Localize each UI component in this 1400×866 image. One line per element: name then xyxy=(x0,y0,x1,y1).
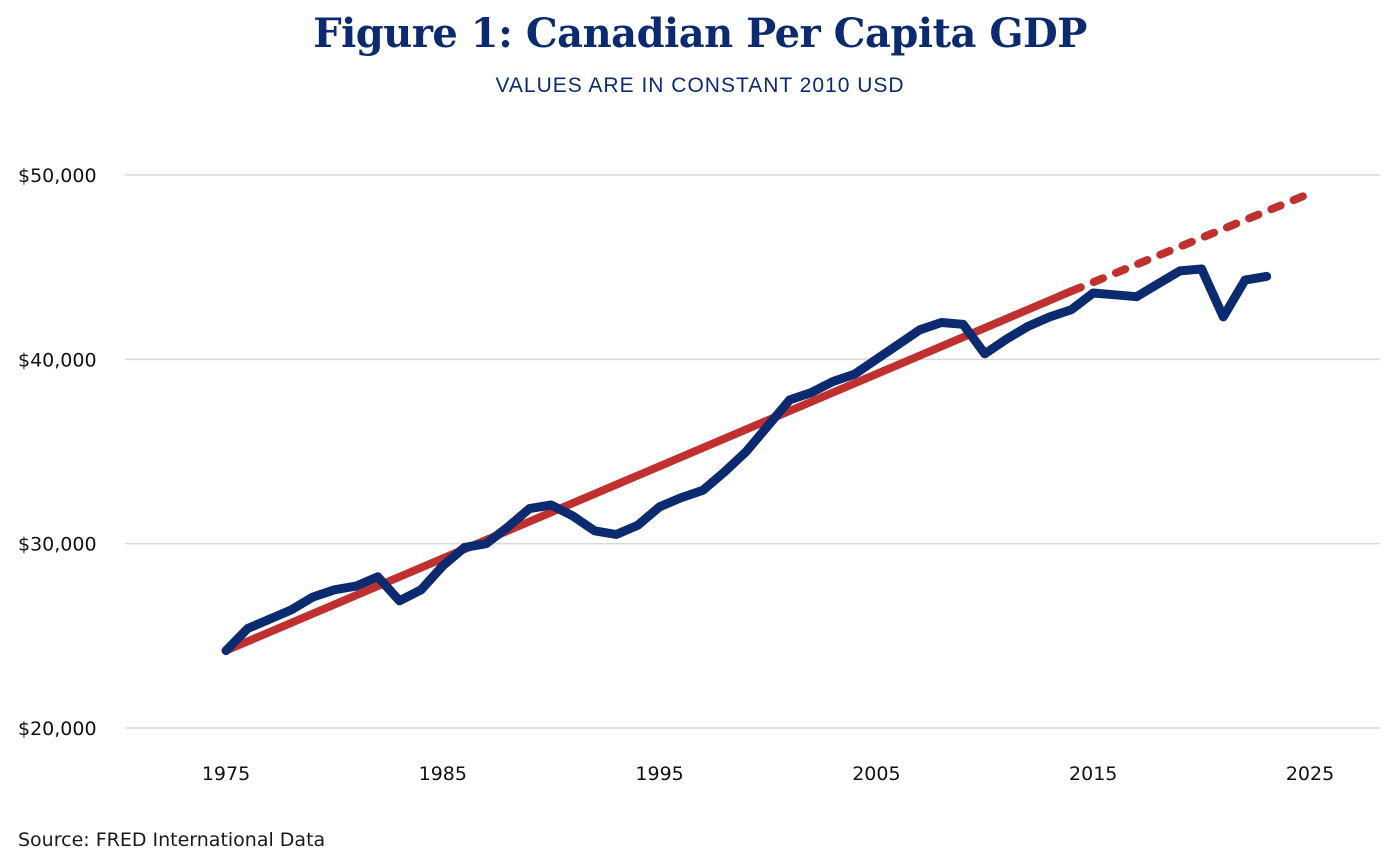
x-tick-label: 2005 xyxy=(852,763,900,785)
y-tick-label: $40,000 xyxy=(18,349,97,371)
x-tick-label: 2015 xyxy=(1069,763,1117,785)
series-line-trend xyxy=(224,287,1074,655)
y-tick-label: $30,000 xyxy=(18,534,97,556)
y-tick-label: $20,000 xyxy=(18,718,97,740)
x-axis-tick-labels: 1975 1985 1995 2005 2015 2025 xyxy=(202,763,1334,785)
x-tick-label: 1995 xyxy=(635,763,683,785)
gridlines xyxy=(125,174,1380,729)
series-line-actual-gdp xyxy=(221,264,1272,656)
series-line-trend-projection xyxy=(1067,189,1314,296)
x-tick-label: 1975 xyxy=(202,763,250,785)
x-tick-label: 1985 xyxy=(419,763,467,785)
chart-title: Figure 1: Canadian Per Capita GDP xyxy=(313,10,1087,57)
y-axis-tick-labels: $20,000 $30,000 $40,000 $50,000 xyxy=(18,165,97,740)
chart-subtitle: VALUES ARE IN CONSTANT 2010 USD xyxy=(495,74,905,97)
x-tick-label: 2025 xyxy=(1286,763,1334,785)
y-tick-label: $50,000 xyxy=(18,165,97,187)
source-note: Source: FRED International Data xyxy=(18,829,326,851)
series-lines xyxy=(221,189,1314,656)
